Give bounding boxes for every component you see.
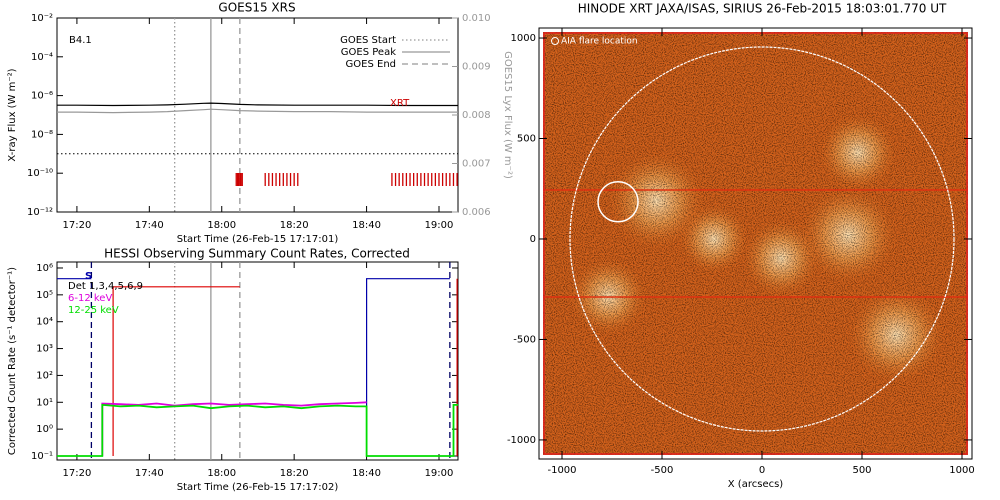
legend-label: 6-12 keV (68, 293, 112, 304)
image-border (543, 32, 968, 455)
series-line (57, 278, 450, 456)
flare-label: AIA flare location (561, 37, 638, 47)
x-tick-label: 19:00 (425, 468, 454, 479)
legend-label: GOES End (346, 59, 396, 70)
x-tick-label: 17:40 (135, 468, 164, 479)
flare-location (597, 181, 639, 223)
legend-label: 12-25 keV (68, 305, 119, 316)
flare-class: B4.1 (69, 35, 92, 46)
x-tick-label: -1000 (547, 465, 576, 476)
x-tick-label: 18:00 (207, 220, 236, 231)
y-tick-label: 10⁴ (36, 317, 53, 328)
x-tick-label: 18:20 (280, 220, 309, 231)
x-axis-label: Start Time (26-Feb-15 17:17:01) (177, 234, 339, 245)
x-axis-label: X (arcsecs) (728, 479, 784, 490)
y2-axis-label: GOES15 Lyx Flux (W m⁻²) (502, 51, 513, 179)
xrt-label: XRT (390, 98, 410, 109)
y-tick-label: 0 (530, 234, 536, 245)
series-line (57, 108, 458, 114)
plot-frame (538, 27, 973, 460)
y-tick-label: 10¹ (36, 397, 53, 408)
y-tick-label: 10⁻⁸ (31, 129, 53, 140)
plot-frame (56, 17, 459, 213)
y-tick-label: -500 (513, 334, 536, 345)
y-tick-label: 10⁶ (36, 263, 53, 274)
y2-tick-label: 0.006 (462, 207, 491, 218)
x-tick-label: 18:40 (352, 468, 381, 479)
plot-frame (56, 261, 459, 461)
series-line (112, 278, 458, 456)
y-tick-label: 10⁻⁴ (31, 52, 53, 63)
y-tick-label: 10² (36, 370, 53, 381)
series-line (57, 102, 458, 107)
y-tick-label: -1000 (507, 435, 536, 446)
image-noise (543, 32, 968, 455)
chart-title: HESSI Observing Summary Count Rates, Cor… (104, 247, 410, 261)
x-tick-label: 17:20 (63, 468, 92, 479)
x-tick-label: 17:20 (63, 220, 92, 231)
x-tick-label: 1000 (949, 465, 974, 476)
x-tick-label: 17:40 (135, 220, 164, 231)
y-tick-label: 10⁻¹ (31, 451, 53, 462)
series-line (57, 403, 458, 457)
chart-title: GOES15 XRS (218, 1, 295, 15)
y-axis-label: X-ray Flux (W m⁻²) (7, 68, 18, 161)
y-axis-label: Corrected Count Rate (s⁻¹ detector⁻¹) (7, 267, 18, 455)
series-line (101, 401, 367, 456)
y-tick-label: 10⁰ (36, 424, 53, 435)
solar-limb (569, 46, 955, 432)
y-tick-label: 500 (517, 134, 536, 145)
y-tick-label: 1000 (511, 33, 536, 44)
chart-title: HINODE XRT JAXA/ISAS, SIRIUS 26-Feb-2015… (578, 2, 947, 16)
y-tick-label: 10³ (36, 344, 53, 355)
x-tick-label: 18:20 (280, 468, 309, 479)
y2-tick-label: 0.010 (462, 13, 491, 24)
legend-label: GOES Start (340, 35, 396, 46)
detector-label: Det 1,3,4,5,6,9 (68, 281, 143, 292)
y-tick-label: 10⁵ (36, 290, 53, 301)
x-tick-label: -500 (651, 465, 674, 476)
y2-tick-label: 0.007 (462, 159, 491, 170)
legend-label: GOES Peak (341, 47, 396, 58)
y-tick-label: 10⁻⁶ (31, 91, 53, 102)
x-tick-label: 18:40 (352, 220, 381, 231)
flag-label: S (85, 271, 92, 282)
y-tick-label: 10⁻¹² (27, 207, 53, 218)
legend-marker (551, 37, 559, 45)
x-axis-label: Start Time (26-Feb-15 17:17:02) (177, 482, 339, 493)
x-tick-label: 0 (759, 465, 765, 476)
x-tick-label: 19:00 (425, 220, 454, 231)
x-tick-label: 500 (852, 465, 871, 476)
y-tick-label: 10⁻¹⁰ (27, 168, 53, 179)
y2-tick-label: 0.009 (462, 62, 491, 73)
y-tick-label: 10⁻² (31, 13, 53, 24)
solar-image (543, 32, 968, 455)
y2-tick-label: 0.008 (462, 110, 491, 121)
x-tick-label: 18:00 (207, 468, 236, 479)
